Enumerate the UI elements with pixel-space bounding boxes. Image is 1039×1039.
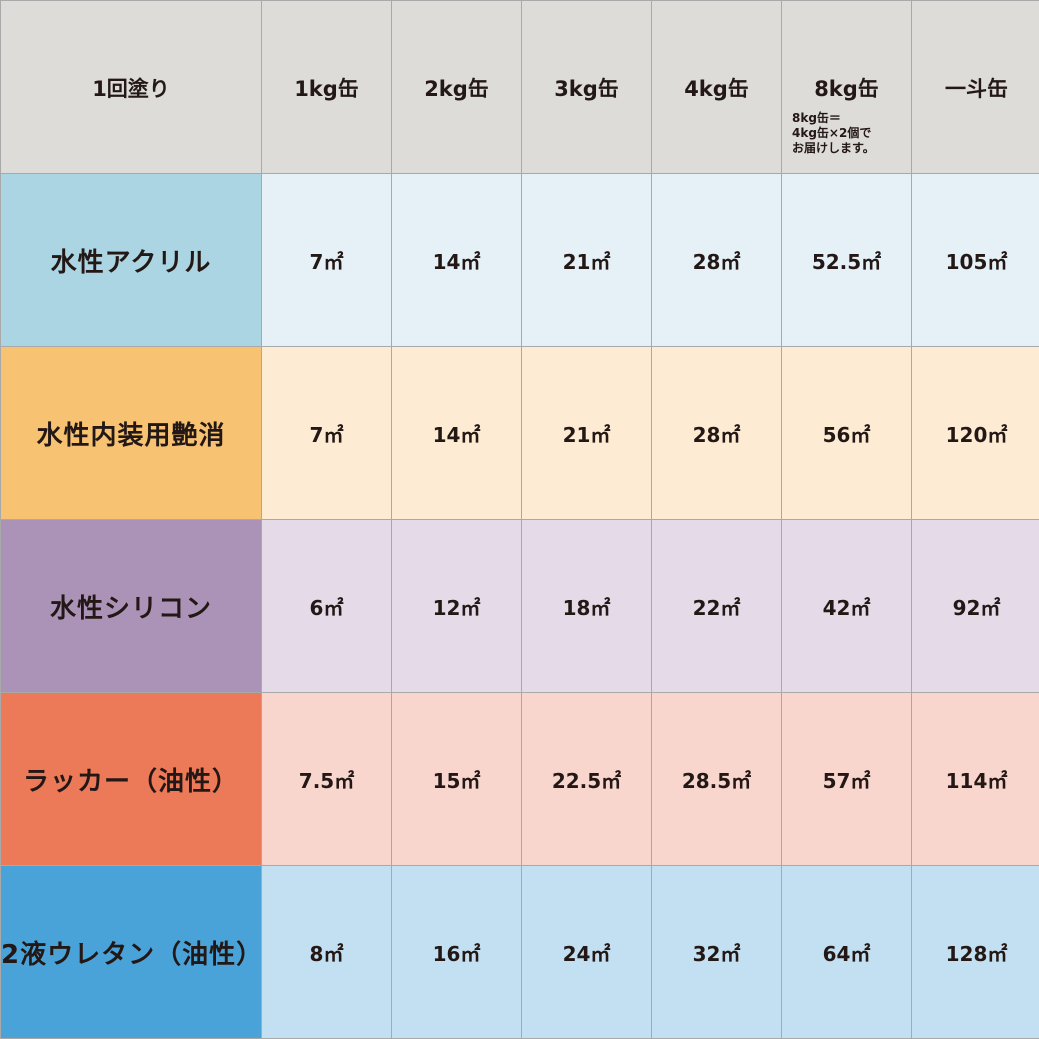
row-label: 2液ウレタン（油性） bbox=[0, 865, 262, 1039]
coverage-cell: 28㎡ bbox=[651, 173, 782, 347]
coverage-cell: 16㎡ bbox=[391, 865, 522, 1039]
row-label: 水性シリコン bbox=[0, 519, 262, 693]
coverage-cell: 28.5㎡ bbox=[651, 692, 782, 866]
header-1kg: 1kg缶 bbox=[261, 0, 392, 174]
coverage-cell: 7㎡ bbox=[261, 173, 392, 347]
note-line: 4kg缶×2個で bbox=[792, 126, 872, 140]
coverage-cell: 14㎡ bbox=[391, 173, 522, 347]
coverage-cell: 128㎡ bbox=[911, 865, 1039, 1039]
header-8kg: 8kg缶 8kg缶＝ 4kg缶×2個で お届けします。 bbox=[781, 0, 912, 174]
header-row: 1回塗り 1kg缶 2kg缶 3kg缶 4kg缶 8kg缶 8kg缶＝ 4kg缶… bbox=[0, 0, 1039, 174]
row-label: ラッカー（油性） bbox=[0, 692, 262, 866]
header-3kg: 3kg缶 bbox=[521, 0, 652, 174]
coverage-cell: 120㎡ bbox=[911, 346, 1039, 520]
table-row: 水性内装用艶消 7㎡ 14㎡ 21㎡ 28㎡ 56㎡ 120㎡ bbox=[0, 346, 1039, 520]
row-label: 水性アクリル bbox=[0, 173, 262, 347]
coverage-cell: 64㎡ bbox=[781, 865, 912, 1039]
coverage-cell: 92㎡ bbox=[911, 519, 1039, 693]
coverage-cell: 42㎡ bbox=[781, 519, 912, 693]
coverage-cell: 24㎡ bbox=[521, 865, 652, 1039]
coverage-cell: 18㎡ bbox=[521, 519, 652, 693]
coverage-cell: 114㎡ bbox=[911, 692, 1039, 866]
header-4kg: 4kg缶 bbox=[651, 0, 782, 174]
coverage-cell: 21㎡ bbox=[521, 346, 652, 520]
coverage-cell: 12㎡ bbox=[391, 519, 522, 693]
table-row: ラッカー（油性） 7.5㎡ 15㎡ 22.5㎡ 28.5㎡ 57㎡ 114㎡ bbox=[0, 692, 1039, 866]
row-label: 水性内装用艶消 bbox=[0, 346, 262, 520]
coverage-cell: 7.5㎡ bbox=[261, 692, 392, 866]
coverage-cell: 22㎡ bbox=[651, 519, 782, 693]
note-line: お届けします。 bbox=[792, 141, 875, 155]
coverage-cell: 57㎡ bbox=[781, 692, 912, 866]
table-row: 水性アクリル 7㎡ 14㎡ 21㎡ 28㎡ 52.5㎡ 105㎡ bbox=[0, 173, 1039, 347]
coverage-cell: 14㎡ bbox=[391, 346, 522, 520]
coverage-cell: 105㎡ bbox=[911, 173, 1039, 347]
header-8kg-note: 8kg缶＝ 4kg缶×2個で お届けします。 bbox=[792, 111, 875, 156]
coverage-cell: 56㎡ bbox=[781, 346, 912, 520]
table-row: 水性シリコン 6㎡ 12㎡ 18㎡ 22㎡ 42㎡ 92㎡ bbox=[0, 519, 1039, 693]
header-corner: 1回塗り bbox=[0, 0, 262, 174]
coverage-cell: 21㎡ bbox=[521, 173, 652, 347]
note-line: 8kg缶＝ bbox=[792, 111, 841, 125]
coverage-cell: 7㎡ bbox=[261, 346, 392, 520]
coverage-cell: 6㎡ bbox=[261, 519, 392, 693]
table-row: 2液ウレタン（油性） 8㎡ 16㎡ 24㎡ 32㎡ 64㎡ 128㎡ bbox=[0, 865, 1039, 1039]
coverage-cell: 28㎡ bbox=[651, 346, 782, 520]
coverage-cell: 52.5㎡ bbox=[781, 173, 912, 347]
coverage-cell: 32㎡ bbox=[651, 865, 782, 1039]
header-2kg: 2kg缶 bbox=[391, 0, 522, 174]
coverage-cell: 8㎡ bbox=[261, 865, 392, 1039]
coverage-cell: 15㎡ bbox=[391, 692, 522, 866]
header-itto: 一斗缶 bbox=[911, 0, 1039, 174]
coverage-cell: 22.5㎡ bbox=[521, 692, 652, 866]
